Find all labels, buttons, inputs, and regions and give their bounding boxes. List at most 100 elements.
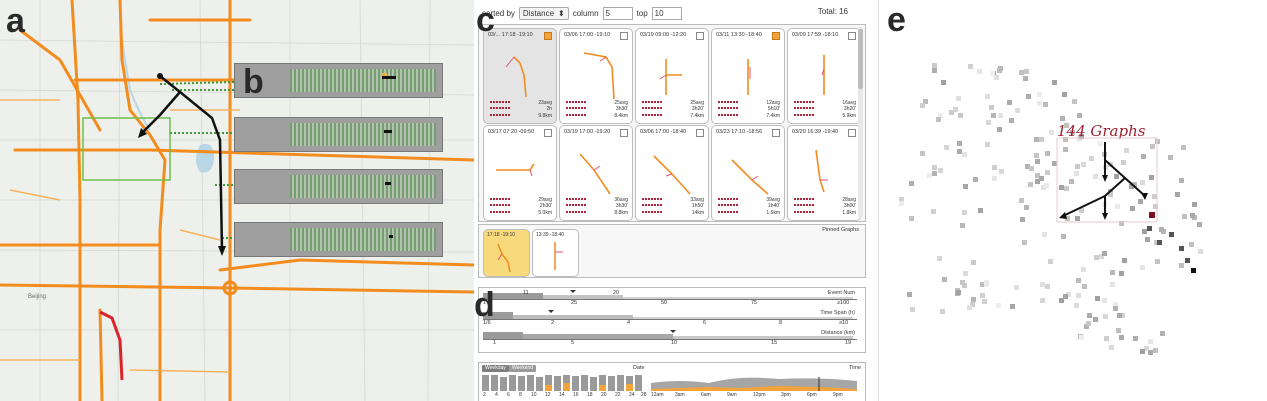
graph-point[interactable] bbox=[1152, 193, 1158, 199]
graph-point[interactable] bbox=[1008, 118, 1014, 124]
graph-point[interactable] bbox=[1062, 91, 1068, 97]
graph-point[interactable] bbox=[920, 150, 926, 156]
graph-card[interactable]: 03/23 17:10 -18:56 39avg 1h40' 1.6km bbox=[711, 125, 785, 221]
graph-point[interactable] bbox=[1139, 349, 1145, 355]
graph-point[interactable] bbox=[1121, 257, 1127, 263]
histogram-distance[interactable]: Distance (km) 1 5 10 15 19 bbox=[483, 330, 857, 348]
graph-point[interactable] bbox=[1109, 282, 1115, 288]
graph-point[interactable] bbox=[1113, 174, 1119, 180]
graph-point[interactable] bbox=[1044, 182, 1050, 188]
graph-point[interactable] bbox=[1198, 248, 1204, 254]
graph-point[interactable] bbox=[1094, 255, 1100, 261]
graph-point[interactable] bbox=[1060, 116, 1066, 122]
graph-point[interactable] bbox=[994, 75, 1000, 80]
graph-point[interactable] bbox=[953, 107, 959, 113]
graph-point[interactable] bbox=[1089, 155, 1095, 161]
graph-point[interactable] bbox=[1024, 205, 1030, 211]
graph-point[interactable] bbox=[977, 207, 983, 213]
event-ribbon[interactable] bbox=[234, 117, 443, 152]
graph-point[interactable] bbox=[936, 256, 942, 262]
card-checkbox[interactable] bbox=[544, 129, 552, 137]
graph-point[interactable] bbox=[958, 113, 964, 119]
graph-point[interactable] bbox=[1132, 336, 1138, 342]
graph-point[interactable] bbox=[1039, 175, 1045, 181]
graph-point[interactable] bbox=[1064, 216, 1070, 222]
graph-point[interactable] bbox=[963, 270, 969, 276]
graph-point[interactable] bbox=[939, 309, 945, 315]
graph-point[interactable] bbox=[997, 127, 1003, 133]
graph-point[interactable] bbox=[1149, 174, 1155, 180]
graph-point[interactable] bbox=[979, 292, 985, 298]
graph-point[interactable] bbox=[1104, 336, 1110, 342]
graph-point[interactable] bbox=[1153, 348, 1159, 354]
graph-point[interactable] bbox=[1036, 92, 1042, 97]
graph-point[interactable] bbox=[1178, 262, 1184, 268]
graph-point[interactable] bbox=[1179, 246, 1184, 251]
graph-point[interactable] bbox=[1041, 231, 1047, 237]
graph-point[interactable] bbox=[984, 141, 990, 147]
graph-point[interactable] bbox=[971, 259, 977, 265]
graph-point[interactable] bbox=[1063, 147, 1069, 153]
graph-point[interactable] bbox=[962, 151, 968, 157]
graph-point[interactable] bbox=[940, 79, 946, 85]
card-checkbox[interactable] bbox=[544, 32, 552, 40]
graph-point[interactable] bbox=[927, 172, 932, 178]
graph-point[interactable] bbox=[1082, 283, 1088, 289]
graph-point[interactable] bbox=[1024, 69, 1030, 75]
graph-point[interactable] bbox=[1044, 150, 1050, 156]
graph-point[interactable] bbox=[899, 200, 905, 206]
graph-point[interactable] bbox=[995, 303, 1001, 309]
graph-point[interactable] bbox=[1044, 169, 1050, 175]
graph-point[interactable] bbox=[985, 119, 991, 125]
graph-point[interactable] bbox=[969, 301, 975, 307]
graph-point[interactable] bbox=[1159, 331, 1165, 337]
graph-card[interactable]: 03/19 17:00 -19:20 36avg 3h30' 8.8km bbox=[559, 125, 633, 221]
graph-point[interactable] bbox=[1181, 144, 1187, 150]
graph-point[interactable] bbox=[942, 277, 948, 283]
graph-point[interactable] bbox=[1051, 161, 1057, 167]
graph-point[interactable] bbox=[1071, 98, 1077, 104]
graph-point[interactable] bbox=[1062, 137, 1068, 143]
graph-point[interactable] bbox=[1070, 130, 1076, 135]
graph-point[interactable] bbox=[976, 69, 982, 75]
graph-card[interactable]: 03/09 17:59 -18:10 16avg 3h20' 5.9km bbox=[787, 28, 861, 124]
graph-point[interactable] bbox=[1068, 179, 1074, 185]
graph-point[interactable] bbox=[998, 168, 1004, 174]
graph-point[interactable] bbox=[1132, 181, 1138, 187]
graph-point[interactable] bbox=[1013, 285, 1019, 291]
graph-card[interactable]: 03/11 13:30 -18:40 12avg 5h10' 7.4km bbox=[711, 28, 785, 124]
card-checkbox[interactable] bbox=[620, 129, 628, 137]
graph-point[interactable] bbox=[982, 298, 988, 304]
graph-point[interactable] bbox=[1189, 213, 1195, 219]
graph-point[interactable] bbox=[1081, 266, 1087, 272]
graph-point[interactable] bbox=[1060, 233, 1066, 239]
graph-point[interactable] bbox=[1074, 303, 1080, 309]
graph-point[interactable] bbox=[1065, 292, 1071, 298]
graph-point[interactable] bbox=[983, 279, 989, 285]
graph-point[interactable] bbox=[1154, 239, 1160, 245]
graph-point[interactable] bbox=[1113, 305, 1119, 311]
scroll-thumb[interactable] bbox=[858, 29, 863, 89]
graph-point[interactable] bbox=[1197, 222, 1203, 228]
graph-point[interactable] bbox=[984, 94, 990, 100]
graph-point[interactable] bbox=[1191, 268, 1196, 273]
graph-point[interactable] bbox=[1081, 162, 1087, 168]
map-panel[interactable]: Beijing a b bbox=[0, 0, 474, 401]
graph-point[interactable] bbox=[1033, 136, 1039, 142]
graph-point[interactable] bbox=[1035, 179, 1041, 185]
graph-point[interactable] bbox=[960, 280, 966, 286]
graph-point[interactable] bbox=[1079, 207, 1085, 213]
graph-point[interactable] bbox=[949, 110, 955, 116]
graph-card[interactable]: 03/06 17:00 -18:40 33avg 1h50' 14km bbox=[635, 125, 709, 221]
graph-point[interactable] bbox=[1114, 203, 1120, 209]
graph-point[interactable] bbox=[1058, 298, 1064, 304]
graph-point[interactable] bbox=[1076, 113, 1082, 119]
graph-point[interactable] bbox=[1063, 123, 1069, 129]
pinned-card[interactable]: 13:39 -18:40 bbox=[532, 229, 579, 277]
graph-point[interactable] bbox=[1029, 165, 1035, 171]
graph-point[interactable] bbox=[1129, 205, 1135, 211]
graph-point[interactable] bbox=[920, 103, 926, 109]
graph-card[interactable]: 03/06 17:00 -19:10 25avg 3h30' 8.4km bbox=[559, 28, 633, 124]
graph-card[interactable]: 03/19 09:00 -12:20 25avg 3h20' 7.4km bbox=[635, 28, 709, 124]
card-checkbox[interactable] bbox=[848, 32, 856, 40]
